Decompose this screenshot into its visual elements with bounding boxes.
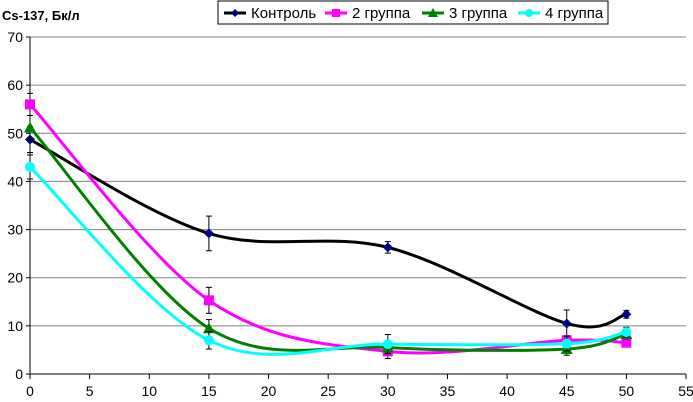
triangle-marker	[24, 121, 36, 133]
y-tick-label: 60	[7, 77, 23, 93]
legend: Контроль 2 группа 3 группа 4 группа	[217, 0, 609, 25]
legend-box	[217, 0, 609, 25]
y-axis-label: Cs-137, Бк/л	[2, 8, 80, 23]
legend-label: 4 группа	[545, 5, 604, 22]
diamond-marker	[561, 318, 572, 329]
x-tick-label: 40	[499, 383, 515, 399]
y-tick-label: 30	[7, 222, 23, 238]
x-tick-label: 20	[261, 383, 277, 399]
y-tick-label: 0	[15, 366, 23, 382]
y-tick-label: 40	[7, 173, 23, 189]
y-tick-label: 10	[7, 318, 23, 334]
diamond-marker	[231, 9, 239, 17]
circle-marker	[561, 338, 572, 349]
gridlines	[30, 36, 686, 327]
series-1	[25, 126, 632, 338]
circle-marker	[203, 335, 214, 346]
series-line	[28, 103, 627, 355]
circle-marker	[525, 9, 533, 17]
y-tick-label: 50	[7, 125, 23, 141]
legend-item-3: 3 группа	[422, 5, 508, 22]
circle-marker	[25, 161, 35, 172]
x-tick-label: 55	[678, 383, 693, 399]
series-3	[24, 114, 633, 356]
x-tick-label: 15	[201, 383, 217, 399]
series-4	[25, 154, 632, 356]
axes: 0 10 20 30 40 50 60 70 0 5 10 15 20 25 30 35 40 45 50 55	[7, 29, 693, 399]
series-line	[28, 126, 627, 352]
square-marker	[621, 337, 632, 348]
x-tick-label: 10	[141, 383, 157, 399]
x-tick-label: 35	[440, 383, 456, 399]
circle-marker	[382, 339, 393, 350]
diamond-marker	[203, 228, 214, 239]
legend-item-4: 4 группа	[518, 5, 604, 22]
y-tick-label: 20	[7, 270, 23, 286]
legend-item-2: 2 группа	[325, 5, 411, 22]
triangle-marker	[428, 8, 438, 17]
legend-label: 2 группа	[352, 5, 411, 22]
x-tick-label: 0	[26, 383, 34, 399]
series-group	[24, 92, 633, 360]
legend-label: Контроль	[251, 5, 316, 22]
x-tick-label: 50	[619, 383, 635, 399]
legend-item-1: Контроль	[224, 5, 316, 22]
series-line	[29, 138, 627, 329]
square-marker	[25, 99, 35, 110]
x-tick-label: 30	[380, 383, 396, 399]
diamond-marker	[621, 309, 632, 320]
x-tick-label: 45	[559, 383, 575, 399]
square-marker	[203, 295, 214, 306]
circle-marker	[621, 327, 632, 338]
diamond-marker	[382, 242, 393, 253]
x-tick-label: 25	[320, 383, 336, 399]
legend-label: 3 группа	[449, 5, 508, 22]
x-tick-label: 5	[86, 383, 94, 399]
triangle-marker	[202, 322, 215, 334]
y-tick-label: 70	[7, 29, 23, 45]
square-marker	[332, 9, 340, 17]
